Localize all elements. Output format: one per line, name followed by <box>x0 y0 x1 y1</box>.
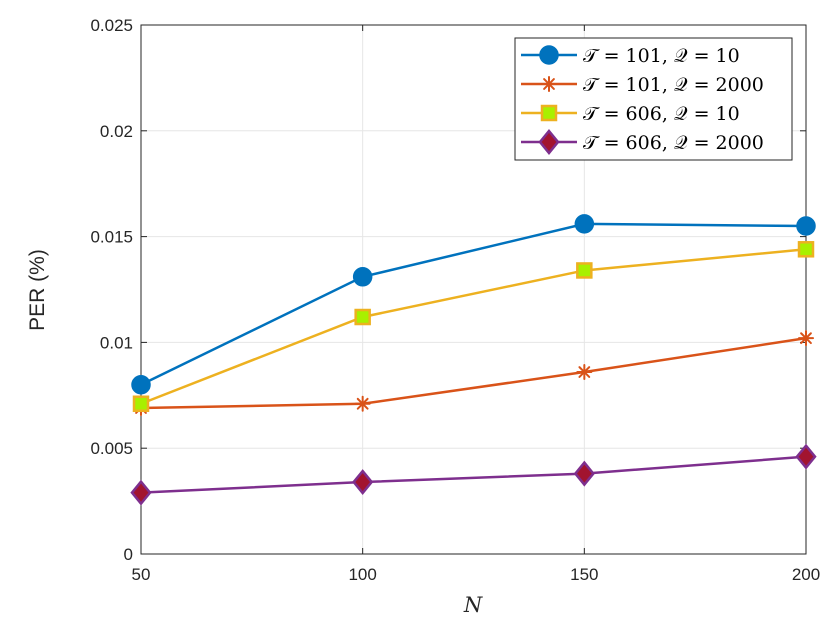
legend-marker <box>541 76 557 92</box>
y-tick-label: 0.01 <box>100 333 133 352</box>
legend-label: 𝒯 = 606, 𝒬 = 2000 <box>583 132 764 154</box>
series-3-point <box>576 262 593 279</box>
series-1-point <box>131 374 151 395</box>
x-axis-label: N <box>463 593 483 617</box>
series-2-point <box>576 364 593 381</box>
y-tick-label: 0 <box>124 545 133 564</box>
series-3 <box>132 241 815 413</box>
plot-frame <box>140 24 807 555</box>
x-tick-label: 100 <box>348 565 376 584</box>
x-tick-label: 50 <box>132 565 151 584</box>
y-tick-label: 0.025 <box>90 16 133 35</box>
series-2 <box>133 330 814 416</box>
legend: 𝒯 = 101, 𝒬 = 10 𝒯 = 101, 𝒬 = 2000 𝒯 = 606,… <box>514 37 793 161</box>
legend-item-2: 𝒯 = 101, 𝒬 = 2000 <box>521 74 764 96</box>
legend-marker <box>539 45 559 65</box>
series-2-line <box>140 336 807 410</box>
series-4-point <box>130 479 152 506</box>
y-axis-label: PER (%) <box>26 249 49 331</box>
series-3-point <box>132 395 150 413</box>
legend-label: 𝒯 = 101, 𝒬 = 2000 <box>583 74 764 96</box>
series-4-line <box>140 455 807 494</box>
legend-item-1: 𝒯 = 101, 𝒬 = 10 <box>521 45 740 67</box>
series-1-line <box>140 222 807 386</box>
x-tick-label: 200 <box>792 565 820 584</box>
series-2-point <box>798 330 814 347</box>
series-4-point <box>573 460 595 487</box>
series-4-point <box>795 443 817 470</box>
x-tick-label: 150 <box>570 565 598 584</box>
legend-item-3: 𝒯 = 606, 𝒬 = 10 <box>521 103 740 125</box>
legend-box <box>514 37 793 161</box>
legend-marker <box>540 104 558 122</box>
legend-marker <box>538 129 560 155</box>
series-3-point <box>797 241 815 258</box>
legend-item-4: 𝒯 = 606, 𝒬 = 2000 <box>521 129 764 155</box>
series-2-point <box>354 395 371 412</box>
series-4 <box>130 443 817 506</box>
y-tick-label: 0.015 <box>90 228 133 247</box>
legend-label: 𝒯 = 101, 𝒬 = 10 <box>583 45 740 67</box>
series-3-point <box>354 308 371 326</box>
series-1-point <box>796 216 816 236</box>
series-1 <box>131 214 816 395</box>
series-1-point <box>574 214 595 234</box>
axis-ticks: 50 100 150 200 0 0.005 0.01 0.015 0.02 0.025 <box>90 16 820 584</box>
legend-label: 𝒯 = 606, 𝒬 = 10 <box>583 103 740 125</box>
y-tick-label: 0.02 <box>100 122 133 141</box>
series-1-point <box>352 267 373 287</box>
y-tick-label: 0.005 <box>90 439 133 458</box>
series-3-line <box>140 248 807 405</box>
series-layer <box>130 214 817 506</box>
series-4-point <box>352 469 374 496</box>
